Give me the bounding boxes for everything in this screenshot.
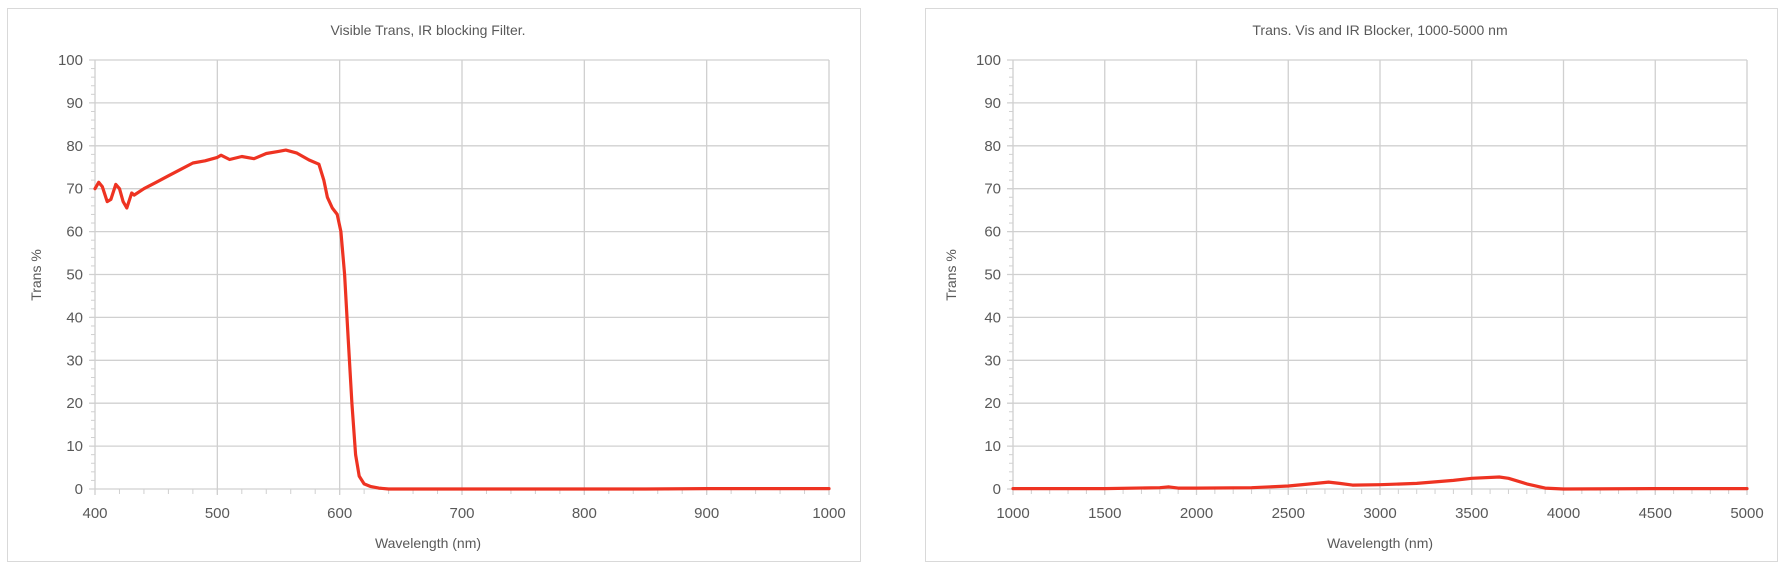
chart-svg: Trans. Vis and IR Blocker, 1000-5000 nm … xyxy=(943,22,1764,551)
x-tick-label: 600 xyxy=(327,505,352,522)
chart-title: Trans. Vis and IR Blocker, 1000-5000 nm xyxy=(1252,22,1507,38)
x-tick-label: 1000 xyxy=(996,505,1029,522)
x-tick-label: 2500 xyxy=(1272,505,1305,522)
y-tick-label: 20 xyxy=(66,395,83,412)
y-tick-label: 70 xyxy=(66,181,83,198)
x-tick-label: 3000 xyxy=(1363,505,1396,522)
x-tick-label: 1000 xyxy=(812,505,845,522)
y-tick-label: 30 xyxy=(66,352,83,369)
y-tick-label: 60 xyxy=(984,224,1001,241)
chart-ir-blocker: Trans. Vis and IR Blocker, 1000-5000 nm … xyxy=(925,8,1778,562)
y-tick-label: 100 xyxy=(58,52,83,69)
x-tick-label: 900 xyxy=(694,505,719,522)
x-tick-label: 700 xyxy=(449,505,474,522)
x-tick-label: 1500 xyxy=(1088,505,1121,522)
x-tick-label: 400 xyxy=(82,505,107,522)
y-axis-label: Trans % xyxy=(943,249,959,301)
y-tick-label: 10 xyxy=(66,438,83,455)
y-tick-label: 40 xyxy=(984,309,1001,326)
series-line xyxy=(93,148,831,491)
x-axis-label: Wavelength (nm) xyxy=(1327,535,1433,551)
y-tick-label: 30 xyxy=(984,352,1001,369)
x-tick-label: 4500 xyxy=(1639,505,1672,522)
y-tick-label: 70 xyxy=(984,181,1001,198)
y-tick-label: 20 xyxy=(984,395,1001,412)
x-axis-label: Wavelength (nm) xyxy=(375,535,481,551)
y-tick-label: 0 xyxy=(993,481,1001,498)
x-tick-label: 2000 xyxy=(1180,505,1213,522)
y-tick-label: 60 xyxy=(66,224,83,241)
series-line xyxy=(1011,475,1749,491)
x-tick-label: 4000 xyxy=(1547,505,1580,522)
chart-visible-trans: Visible Trans, IR blocking Filter. Wavel… xyxy=(7,8,861,562)
y-tick-label: 90 xyxy=(984,95,1001,112)
y-tick-label: 80 xyxy=(66,138,83,155)
y-tick-label: 100 xyxy=(976,52,1001,69)
y-tick-label: 50 xyxy=(984,267,1001,284)
y-tick-label: 40 xyxy=(66,309,83,326)
x-tick-label: 500 xyxy=(205,505,230,522)
y-tick-label: 10 xyxy=(984,438,1001,455)
y-tick-label: 50 xyxy=(66,267,83,284)
y-axis-label: Trans % xyxy=(28,249,44,301)
chart-title: Visible Trans, IR blocking Filter. xyxy=(330,22,525,38)
chart-svg: Visible Trans, IR blocking Filter. Wavel… xyxy=(28,22,846,551)
x-tick-label: 5000 xyxy=(1730,505,1763,522)
y-tick-label: 0 xyxy=(75,481,83,498)
x-tick-label: 800 xyxy=(572,505,597,522)
y-tick-label: 80 xyxy=(984,138,1001,155)
x-tick-label: 3500 xyxy=(1455,505,1488,522)
y-tick-label: 90 xyxy=(66,95,83,112)
